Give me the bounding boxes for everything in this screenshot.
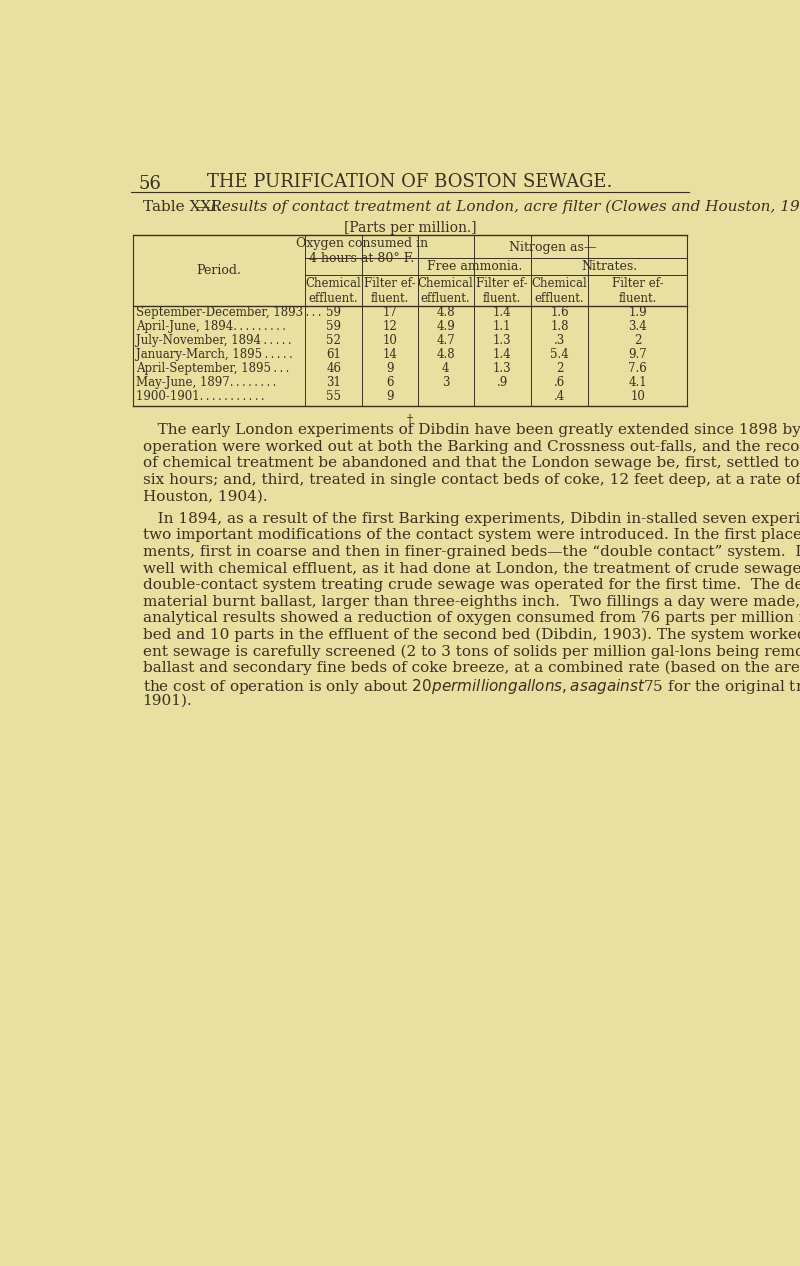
- Text: 55: 55: [326, 390, 341, 403]
- Text: 59: 59: [326, 320, 341, 333]
- Text: 14: 14: [382, 348, 398, 361]
- Text: .6: .6: [554, 376, 565, 389]
- Text: of chemical treatment be abandoned and that the London sewage be, first, settled: of chemical treatment be abandoned and t…: [142, 456, 800, 470]
- Text: ments, first in coarse and then in finer-grained beds—the “double contact” syste: ments, first in coarse and then in finer…: [142, 544, 800, 560]
- Text: Oxygen consumed in
4 hours at 80° F.: Oxygen consumed in 4 hours at 80° F.: [295, 238, 428, 266]
- Text: 2: 2: [556, 362, 563, 375]
- Text: .4: .4: [554, 390, 565, 403]
- Text: 61: 61: [326, 348, 341, 361]
- Text: July-November, 1894 . . . . .: July-November, 1894 . . . . .: [136, 334, 291, 347]
- Text: Filter ef-
fluent.: Filter ef- fluent.: [477, 277, 528, 305]
- Text: well with chemical effluent, as it had done at London, the treatment of crude se: well with chemical effluent, as it had d…: [142, 562, 800, 576]
- Text: 1.1: 1.1: [493, 320, 511, 333]
- Text: six hours; and, third, treated in single contact beds of coke, 12 feet deep, at : six hours; and, third, treated in single…: [142, 472, 800, 487]
- Text: Period.: Period.: [197, 265, 242, 277]
- Text: 9: 9: [386, 362, 394, 375]
- Text: operation were worked out at both the Barking and Crossness out-falls, and the r: operation were worked out at both the Ba…: [142, 439, 800, 453]
- Text: 10: 10: [630, 390, 646, 403]
- Text: THE PURIFICATION OF BOSTON SEWAGE.: THE PURIFICATION OF BOSTON SEWAGE.: [207, 173, 613, 191]
- Text: double-contact system treating crude sewage was operated for the first time.  Th: double-contact system treating crude sew…: [142, 579, 800, 592]
- Text: 4.8: 4.8: [436, 348, 455, 361]
- Text: 59: 59: [326, 306, 341, 319]
- Text: 6: 6: [386, 376, 394, 389]
- Text: 1.3: 1.3: [493, 362, 511, 375]
- Text: Chemical
effluent.: Chemical effluent.: [306, 277, 362, 305]
- Text: 4.7: 4.7: [436, 334, 455, 347]
- Text: 1900-1901. . . . . . . . . . .: 1900-1901. . . . . . . . . . .: [136, 390, 264, 403]
- Text: 2: 2: [634, 334, 642, 347]
- Text: 4.1: 4.1: [629, 376, 647, 389]
- Text: 31: 31: [326, 376, 341, 389]
- Text: May-June, 1897. . . . . . . .: May-June, 1897. . . . . . . .: [136, 376, 276, 389]
- Text: †: †: [407, 414, 413, 427]
- Text: April-June, 1894. . . . . . . . .: April-June, 1894. . . . . . . . .: [136, 320, 286, 333]
- Text: Nitrogen as—: Nitrogen as—: [509, 242, 596, 254]
- Text: Chemical
effluent.: Chemical effluent.: [532, 277, 587, 305]
- Text: September-December, 1893 . . .: September-December, 1893 . . .: [136, 306, 321, 319]
- Text: Free ammonia.: Free ammonia.: [426, 261, 522, 273]
- Text: 52: 52: [326, 334, 341, 347]
- Text: 56: 56: [138, 175, 162, 192]
- Text: Chemical
effluent.: Chemical effluent.: [418, 277, 474, 305]
- Text: [Parts per million.]: [Parts per million.]: [344, 222, 476, 235]
- Text: 7.6: 7.6: [629, 362, 647, 375]
- Text: Filter ef-
fluent.: Filter ef- fluent.: [612, 277, 664, 305]
- Text: 12: 12: [382, 320, 398, 333]
- Text: 10: 10: [382, 334, 398, 347]
- Text: ballast and secondary fine beds of coke breeze, at a combined rate (based on the: ballast and secondary fine beds of coke …: [142, 661, 800, 675]
- Text: 46: 46: [326, 362, 341, 375]
- Text: 1.9: 1.9: [629, 306, 647, 319]
- Text: 4: 4: [442, 362, 450, 375]
- Text: Houston, 1904).: Houston, 1904).: [142, 489, 267, 503]
- Text: 17: 17: [382, 306, 398, 319]
- Text: the cost of operation is only about $20 per million gallons, as against $75 for : the cost of operation is only about $20 …: [142, 677, 800, 696]
- Text: two important modifications of the contact system were introduced. In the first : two important modifications of the conta…: [142, 528, 800, 542]
- Text: 4.9: 4.9: [436, 320, 455, 333]
- Text: 1.4: 1.4: [493, 306, 511, 319]
- Text: 3: 3: [442, 376, 450, 389]
- Text: 4.8: 4.8: [436, 306, 455, 319]
- Text: .3: .3: [554, 334, 565, 347]
- Text: April-September, 1895 . . .: April-September, 1895 . . .: [136, 362, 289, 375]
- Text: Nitrates.: Nitrates.: [581, 261, 638, 273]
- Text: 5.4: 5.4: [550, 348, 569, 361]
- Text: 1.8: 1.8: [550, 320, 569, 333]
- Text: 1.6: 1.6: [550, 306, 569, 319]
- Text: .9: .9: [497, 376, 508, 389]
- Text: 9: 9: [386, 390, 394, 403]
- Text: 3.4: 3.4: [629, 320, 647, 333]
- Text: 9.7: 9.7: [629, 348, 647, 361]
- Text: bed and 10 parts in the effluent of the second bed (Dibdin, 1903). The system wo: bed and 10 parts in the effluent of the …: [142, 628, 800, 642]
- Text: 1.4: 1.4: [493, 348, 511, 361]
- Text: Filter ef-
fluent.: Filter ef- fluent.: [364, 277, 416, 305]
- Text: In 1894, as a result of the first Barking experiments, Dibdin in-stalled seven e: In 1894, as a result of the first Barkin…: [142, 511, 800, 525]
- Text: 1.3: 1.3: [493, 334, 511, 347]
- Text: 1901).: 1901).: [142, 694, 192, 708]
- Text: January-March, 1895 . . . . .: January-March, 1895 . . . . .: [136, 348, 293, 361]
- Text: material burnt ballast, larger than three-eighths inch.  Two fillings a day were: material burnt ballast, larger than thre…: [142, 595, 800, 609]
- Text: —Results of contact treatment at London, acre filter (Clowes and Houston, 1904): —Results of contact treatment at London,…: [195, 200, 800, 214]
- Text: analytical results showed a reduction of oxygen consumed from 76 parts per milli: analytical results showed a reduction of…: [142, 611, 800, 625]
- Text: ent sewage is carefully screened (2 to 3 tons of solids per million gal-lons bei: ent sewage is carefully screened (2 to 3…: [142, 644, 800, 658]
- Text: The early London experiments of Dibdin have been greatly extended since 1898 by : The early London experiments of Dibdin h…: [142, 423, 800, 437]
- Text: Table XXI.: Table XXI.: [142, 200, 222, 214]
